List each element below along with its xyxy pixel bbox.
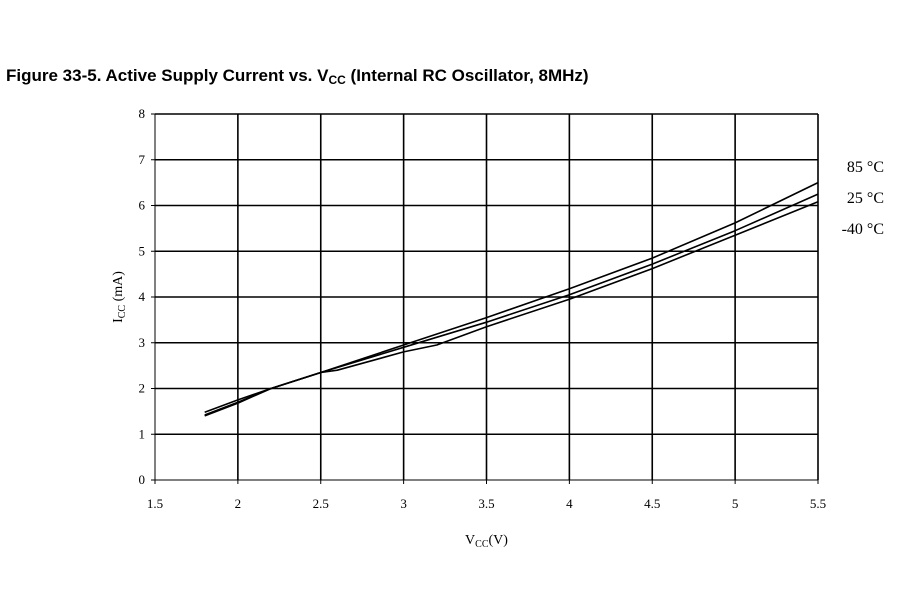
x-axis-title-sub: CC [475, 539, 489, 550]
y-tick-label: 6 [139, 198, 146, 213]
series-line [204, 201, 819, 417]
y-tick-label: 1 [139, 426, 146, 441]
y-tick-label: 0 [139, 472, 146, 487]
x-tick-label: 5 [732, 496, 739, 511]
grid [154, 113, 819, 481]
y-axis-title: ICC (mA) [111, 271, 128, 323]
x-axis-title-main: V [465, 533, 475, 548]
legend: 85 °C 25 °C -40 °C [842, 159, 884, 238]
x-tick-label: 3.5 [478, 496, 494, 511]
series-label: -40 °C [842, 221, 884, 238]
y-tick-label: 5 [139, 243, 146, 258]
x-tick-label: 3 [400, 496, 407, 511]
y-tick-label: 7 [139, 152, 146, 167]
x-tick-label: 4.5 [644, 496, 660, 511]
series-lines [204, 181, 819, 417]
figure-title-text: Figure 33-5. Active Supply Current vs. V [6, 66, 329, 85]
y-tick-label: 3 [139, 335, 146, 350]
x-axis-title-unit: (V) [489, 533, 509, 548]
y-tick-label: 8 [139, 106, 146, 121]
x-axis-title: VCC(V) [465, 533, 508, 550]
x-tick-label: 4 [566, 496, 573, 511]
y-axis-title-sub: CC [117, 305, 128, 319]
x-tick-label: 2 [235, 496, 242, 511]
figure-title-suffix: (Internal RC Oscillator, 8MHz) [345, 66, 589, 85]
y-ticks: 0 1 2 3 4 5 6 7 8 [139, 106, 155, 487]
x-ticks: 1.5 2 2.5 3 3.5 4 4.5 5 5.5 [147, 480, 826, 511]
x-tick-label: 5.5 [810, 496, 826, 511]
series-label: 85 °C [847, 159, 884, 176]
y-axis-title-main: I [111, 318, 126, 323]
y-tick-label: 2 [139, 381, 146, 396]
y-tick-label: 4 [139, 289, 146, 304]
series-label: 25 °C [847, 190, 884, 207]
figure-title-subscript: CC [328, 73, 346, 87]
figure-title: Figure 33-5. Active Supply Current vs. V… [6, 66, 589, 87]
series-line [204, 181, 819, 414]
x-tick-label: 2.5 [313, 496, 329, 511]
y-axis-title-unit: (mA) [111, 271, 126, 305]
x-tick-label: 1.5 [147, 496, 163, 511]
